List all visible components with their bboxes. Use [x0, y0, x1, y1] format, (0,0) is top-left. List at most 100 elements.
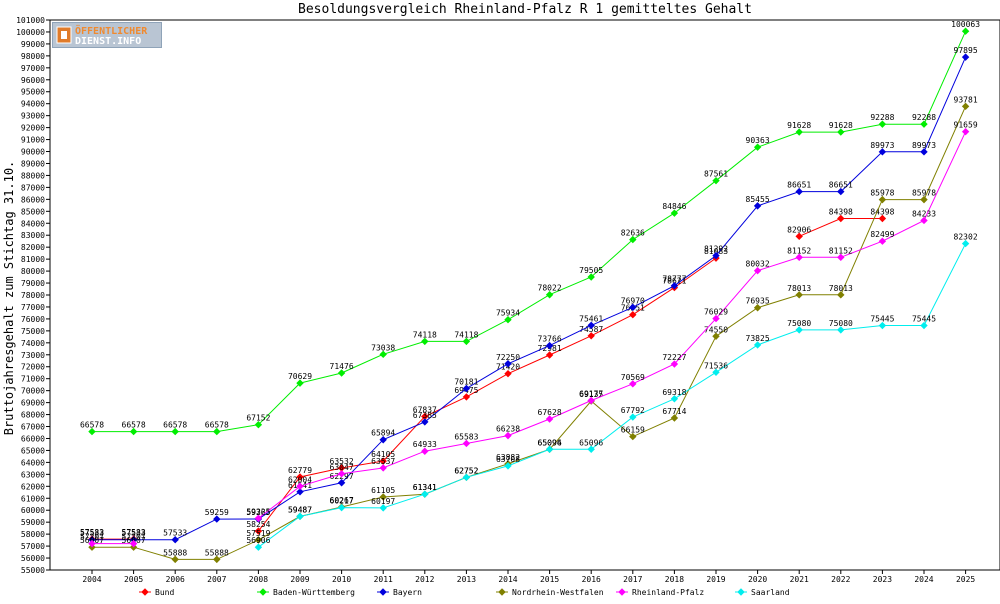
data-point [920, 216, 928, 225]
data-point [712, 176, 720, 185]
data-point [629, 413, 637, 421]
y-tick-label: 87000 [21, 183, 45, 192]
data-point [129, 427, 138, 436]
x-tick-label: 2010 [332, 575, 351, 584]
data-label: 82302 [954, 233, 978, 242]
data-label: 65894 [371, 429, 395, 438]
data-label: 59487 [288, 505, 312, 514]
y-tick-label: 93000 [21, 112, 45, 121]
data-label: 78013 [829, 284, 853, 293]
data-label: 93781 [954, 95, 978, 104]
data-point [753, 304, 762, 312]
legend-swatch-marker [379, 588, 387, 596]
data-label: 57207 [122, 533, 146, 542]
x-tick-label: 2019 [706, 575, 725, 584]
y-tick-label: 81000 [21, 255, 45, 264]
data-point [421, 490, 429, 498]
data-label: 69318 [662, 388, 686, 397]
data-label: 86651 [829, 181, 853, 190]
logo-graphic: ÖFFENTLICHER DIENST.INFO [56, 23, 148, 47]
data-label: 67385 [413, 411, 437, 420]
data-label: 62779 [288, 466, 312, 475]
data-label: 62752 [454, 466, 478, 475]
data-label: 66238 [496, 425, 520, 434]
data-label: 61341 [413, 483, 437, 492]
data-label: 67792 [621, 406, 645, 415]
data-label: 60197 [371, 497, 395, 506]
data-point [379, 504, 387, 512]
data-label: 74550 [704, 325, 728, 334]
data-point [670, 360, 679, 368]
x-tick-label: 2009 [290, 575, 309, 584]
data-label: 63708 [496, 455, 520, 464]
legend-swatch-marker [737, 588, 745, 596]
data-label: 81152 [829, 246, 853, 255]
y-axis-ticks: 55000 56000 57000 58000 59000 60000 61000 62000… [16, 16, 50, 575]
data-label: 65096 [579, 438, 603, 447]
data-point [670, 209, 679, 217]
data-label: 82499 [870, 230, 894, 239]
data-label: 63537 [371, 457, 395, 466]
data-label: 57519 [246, 529, 270, 538]
data-point [296, 482, 304, 490]
plot-frame [49, 19, 1000, 571]
legend-label: Bund [155, 588, 174, 597]
data-point [296, 488, 304, 496]
y-tick-label: 78000 [21, 291, 45, 300]
x-tick-label: 2023 [873, 575, 892, 584]
data-point [587, 332, 595, 340]
x-tick-label: 2005 [124, 575, 143, 584]
data-point [545, 351, 554, 359]
data-point [629, 235, 637, 244]
data-label: 84398 [829, 208, 853, 217]
data-point [837, 291, 845, 299]
y-tick-label: 83000 [21, 231, 45, 240]
data-point [920, 120, 928, 128]
data-label: 81152 [787, 246, 811, 255]
data-label: 73766 [538, 335, 562, 344]
x-tick-label: 2004 [82, 575, 101, 584]
y-tick-label: 70000 [21, 387, 45, 396]
data-point [337, 464, 346, 472]
data-label: 72250 [496, 353, 520, 362]
data-label: 76970 [621, 296, 645, 305]
x-tick-label: 2024 [914, 575, 933, 584]
data-point [587, 321, 595, 330]
data-point [504, 462, 512, 470]
data-label: 92288 [912, 113, 936, 122]
y-tick-label: 98000 [21, 52, 45, 61]
data-point [878, 148, 887, 156]
y-tick-label: 86000 [21, 195, 45, 204]
data-label: 75445 [870, 315, 894, 324]
data-point [670, 282, 679, 290]
data-point [296, 473, 304, 481]
data-point [462, 473, 471, 482]
data-label: 60267 [330, 496, 354, 505]
data-point [753, 266, 762, 275]
data-point [795, 253, 803, 262]
data-label: 67714 [662, 407, 686, 416]
data-label: 89973 [870, 141, 894, 150]
data-label: 56906 [246, 536, 270, 545]
data-point [878, 321, 887, 330]
y-tick-label: 80000 [21, 267, 45, 276]
data-point [920, 195, 928, 204]
data-label: 84233 [912, 209, 936, 218]
data-label: 63532 [330, 457, 354, 466]
series-line [92, 56, 967, 541]
data-label: 63882 [496, 453, 520, 462]
data-label: 66159 [621, 426, 645, 435]
data-point [337, 503, 346, 512]
data-point [421, 412, 429, 421]
y-tick-label: 65000 [21, 446, 45, 455]
y-tick-label: 91000 [21, 136, 45, 145]
data-label: 62004 [288, 475, 312, 484]
data-point [878, 237, 887, 245]
data-label: 65094 [538, 438, 562, 447]
data-label: 75080 [787, 319, 811, 328]
x-tick-label: 2025 [956, 575, 975, 584]
data-point [587, 445, 595, 453]
y-tick-label: 59000 [21, 518, 45, 527]
data-label: 59325 [246, 507, 270, 516]
y-tick-label: 96000 [21, 76, 45, 85]
